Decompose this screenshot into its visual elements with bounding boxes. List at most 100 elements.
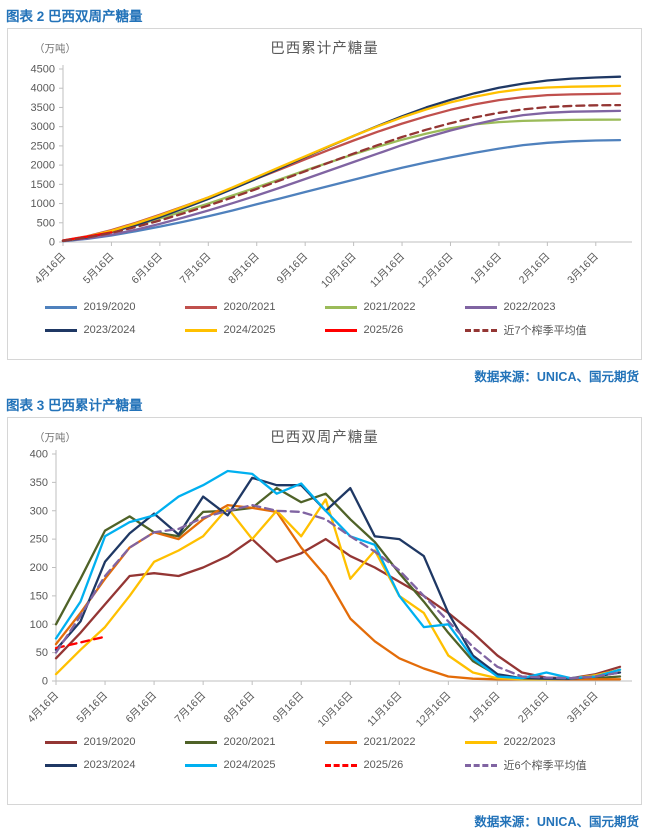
x-tick-label: 2月16日 [516, 690, 552, 726]
figure2-unit-label: （万吨） [34, 43, 76, 55]
legend-label: 2025/26 [363, 324, 404, 336]
y-tick-label: 4500 [31, 64, 55, 76]
figure3-chart-title: 巴西双周产糖量 [270, 430, 379, 446]
legend-item-2020/2021: 2020/2021 [184, 301, 325, 313]
legend-item-2023/2024: 2023/2024 [44, 322, 185, 338]
x-tick-label: 1月16日 [468, 251, 504, 287]
x-tick-label: 8月16日 [222, 690, 258, 726]
y-tick-label: 50 [36, 647, 48, 659]
legend-item-2019/2020: 2019/2020 [44, 736, 185, 748]
legend-item-2020/2021: 2020/2021 [184, 736, 325, 748]
legend-item-2025/26: 2025/26 [324, 757, 465, 773]
x-tick-label: 6月16日 [123, 690, 159, 726]
y-tick-label: 500 [37, 217, 55, 229]
legend-swatch [184, 305, 217, 309]
legend-item-2024/2025: 2024/2025 [184, 757, 325, 773]
legend-label: 2022/2023 [503, 301, 556, 313]
legend-label: 2021/2022 [363, 301, 416, 313]
legend-item-2021/2022: 2021/2022 [324, 736, 465, 748]
y-tick-label: 1000 [31, 198, 55, 210]
legend-label: 近7个榨季平均值 [503, 325, 587, 337]
figure2-chart-title: 巴西累计产糖量 [270, 41, 379, 57]
legend-swatch [44, 305, 77, 309]
y-tick-label: 3500 [31, 102, 55, 114]
x-tick-label: 12月16日 [414, 690, 454, 730]
legend-label: 2023/2024 [83, 324, 136, 336]
y-tick-label: 0 [49, 237, 55, 249]
y-tick-label: 150 [30, 590, 48, 602]
x-tick-label: 4月16日 [25, 690, 61, 726]
legend-item-2021/2022: 2021/2022 [324, 301, 465, 313]
legend-label: 2022/2023 [503, 736, 556, 748]
legend-swatch [324, 740, 357, 744]
figure2-source: 数据来源：UNICA、国元期货 [474, 370, 639, 384]
y-tick-label: 4000 [31, 83, 55, 95]
legend-swatch [184, 763, 217, 767]
series-line-2020/2021 [54, 486, 622, 681]
series-line-2022/2023 [61, 109, 622, 243]
legend-swatch [324, 328, 357, 332]
legend-label: 2019/2020 [83, 301, 136, 313]
legend-swatch [44, 763, 77, 767]
legend-item-2019/2020: 2019/2020 [44, 301, 185, 313]
legend-label: 2024/2025 [223, 324, 276, 336]
legend-swatch [464, 328, 497, 332]
x-tick-label: 5月16日 [81, 251, 117, 287]
legend-swatch [464, 763, 497, 767]
series-line-2024/2025 [61, 84, 622, 242]
figure3-chart-frame: （万吨） 巴西双周产糖量 0 50 100 150 200 250 300 350 400 4月1… [7, 417, 642, 805]
x-tick-label: 6月16日 [129, 251, 165, 287]
legend-label: 2019/2020 [83, 736, 136, 748]
x-tick-label: 11月16日 [365, 690, 404, 729]
x-tick-label: 1月16日 [467, 690, 503, 726]
legend-swatch [324, 763, 357, 767]
legend-label: 2024/2025 [223, 759, 276, 771]
legend-swatch [324, 305, 357, 309]
legend-item-近6个榨季平均值: 近6个榨季平均值 [464, 757, 605, 773]
y-tick-label: 300 [30, 505, 48, 517]
figure3-source: 数据来源：UNICA、国元期货 [474, 815, 639, 829]
legend-item-2024/2025: 2024/2025 [184, 322, 325, 338]
legend-swatch [464, 740, 497, 744]
figure3-caption: 图表 3 巴西累计产糖量 [6, 398, 143, 413]
legend-swatch [44, 328, 77, 332]
x-tick-label: 10月16日 [316, 690, 356, 730]
x-tick-label: 3月16日 [565, 690, 601, 726]
series-line-2022/2023 [54, 498, 622, 681]
figure3-plot-area: 0 50 100 150 200 250 300 350 400 4月16日 5月16日 6月16日 7… [25, 449, 632, 730]
x-tick-label: 2月16日 [517, 251, 553, 287]
legend-item-2023/2024: 2023/2024 [44, 757, 185, 773]
x-tick-label: 3月16日 [565, 251, 601, 287]
y-tick-label: 250 [30, 534, 48, 546]
legend-label: 2025/26 [363, 759, 404, 771]
series-line-近7个榨季平均值 [61, 103, 622, 242]
series-line-2019/2020 [54, 537, 622, 680]
y-tick-label: 0 [42, 676, 48, 688]
figure3-legend: 2019/2020 2020/2021 2021/2022 2022/2023 2023… [8, 734, 641, 785]
x-tick-label: 10月16日 [319, 251, 359, 291]
y-tick-label: 3000 [31, 121, 55, 133]
x-tick-label: 7月16日 [178, 251, 214, 287]
legend-label: 近6个榨季平均值 [503, 760, 587, 772]
legend-swatch [184, 328, 217, 332]
series-line-近6个榨季平均值 [54, 503, 622, 680]
y-tick-label: 200 [30, 562, 48, 574]
legend-label: 2021/2022 [363, 736, 416, 748]
series-line-2019/2020 [61, 138, 622, 243]
figure2-caption: 图表 2 巴西双周产糖量 [6, 9, 143, 24]
legend-item-2022/2023: 2022/2023 [464, 301, 605, 313]
x-tick-label: 12月16日 [416, 251, 456, 291]
y-tick-label: 1500 [31, 179, 55, 191]
x-tick-label: 9月16日 [271, 690, 307, 726]
legend-label: 2020/2021 [223, 301, 276, 313]
y-tick-label: 2000 [31, 160, 55, 172]
figure2-chart-frame: （万吨） 巴西累计产糖量 0 500 1000 1500 2000 2500 3000 350… [7, 28, 642, 360]
y-tick-label: 350 [30, 477, 48, 489]
series-line-2025/26 [54, 635, 107, 650]
x-tick-label: 8月16日 [226, 251, 262, 287]
x-tick-label: 9月16日 [275, 251, 311, 287]
series-line-2021/2022 [54, 503, 622, 681]
figure2-legend: 2019/2020 2020/2021 2021/2022 2022/2023 2023… [8, 299, 641, 350]
legend-item-2022/2023: 2022/2023 [464, 736, 605, 748]
x-tick-label: 11月16日 [368, 251, 407, 290]
